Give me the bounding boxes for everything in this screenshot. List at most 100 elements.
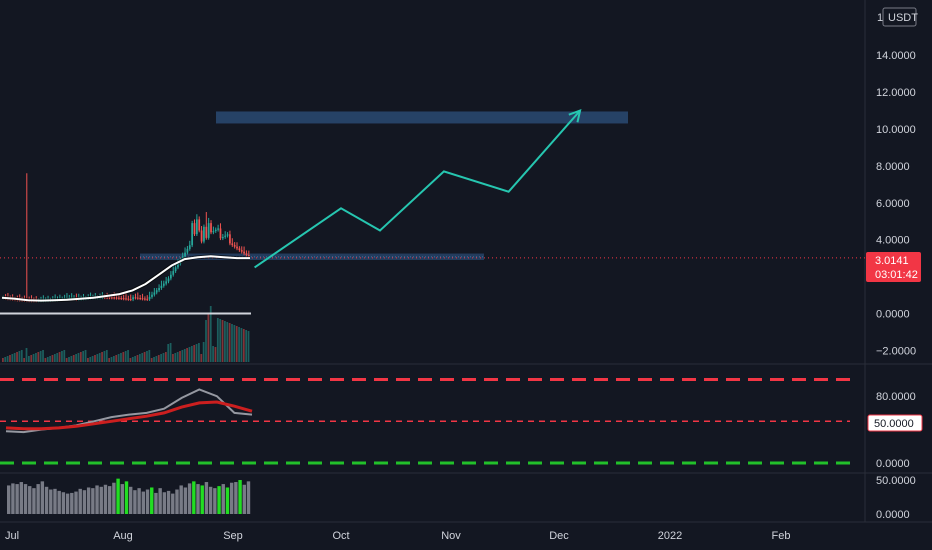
volume-bar [169, 343, 172, 362]
candle-body [236, 246, 238, 249]
price-tick-label: 10.0000 [876, 124, 916, 136]
volume-bar [53, 354, 56, 362]
histogram-bar [70, 492, 74, 514]
volume-bar [148, 350, 151, 362]
histogram-bar [107, 486, 112, 514]
histogram-bar [28, 486, 32, 514]
candle-body [113, 297, 116, 299]
currency-label[interactable]: 1 USDT [877, 7, 918, 27]
histogram-bar [36, 484, 40, 514]
histogram-bar [213, 488, 217, 514]
volume-bar [113, 356, 115, 362]
histogram-bar [82, 490, 87, 514]
volume-bar [245, 330, 248, 362]
volume-bar [235, 326, 238, 362]
candle-body [240, 250, 243, 252]
volume-bar [209, 306, 212, 362]
histogram-bar [171, 493, 175, 514]
volume-bar [124, 351, 127, 362]
currency-box [882, 7, 917, 27]
rsi-signal-line [5, 400, 253, 431]
volume-bar [172, 354, 174, 362]
candle-body [217, 228, 219, 230]
volume-bar [240, 328, 243, 362]
volume-bar [79, 352, 82, 362]
volume-bar [127, 350, 129, 362]
volume-bar [63, 350, 66, 362]
candle-body [169, 274, 172, 279]
volume-bar [181, 350, 184, 362]
volume-bar [193, 345, 196, 362]
target-zone [216, 111, 628, 124]
histogram-bar [242, 484, 246, 514]
volume-bar [120, 353, 122, 362]
candle-body [207, 223, 210, 238]
volume-bar [143, 352, 146, 362]
currency-prefix: 1 [877, 12, 883, 24]
volume-bar [155, 356, 158, 362]
histogram-bar [175, 489, 179, 514]
histogram-bar [234, 482, 238, 514]
volume-bar [84, 350, 87, 362]
volume-bar [224, 321, 226, 362]
candle-body [203, 226, 205, 242]
volume-bar [129, 358, 132, 362]
candle-body [148, 296, 151, 300]
volume-bar [183, 349, 186, 362]
volume-bar [96, 354, 99, 362]
candle-body [155, 290, 158, 293]
volume-bar [77, 353, 80, 362]
candle-body [219, 228, 222, 239]
histogram-bar [103, 484, 108, 514]
candle-body [162, 283, 165, 286]
rsi-level-tag: 50.0000 [867, 414, 923, 432]
time-tick-label: Dec [549, 530, 569, 542]
candle-body [158, 288, 160, 291]
hist-tick-label: 0.0000 [876, 509, 910, 521]
volume-bar [18, 351, 21, 362]
rsi-tick-label: 0.0000 [876, 458, 910, 470]
histogram-bar [57, 490, 61, 514]
candle-body [129, 298, 132, 300]
volume-bar [216, 318, 219, 362]
histogram-bar [179, 485, 183, 514]
volume-bar [23, 358, 26, 362]
candle-body [160, 285, 163, 289]
volume-bar [212, 346, 214, 362]
volume-bar [188, 347, 191, 362]
candle-body [118, 297, 120, 299]
volume-bar [16, 352, 18, 362]
candle-body [231, 243, 234, 246]
volume-bar [233, 325, 236, 362]
volume-bar [231, 324, 233, 362]
volume-bar [20, 350, 23, 362]
histogram-bar [65, 493, 70, 514]
histogram-bar [196, 484, 200, 514]
volume-bar [202, 342, 205, 362]
volume-bar [174, 353, 177, 362]
volume-bar [87, 358, 89, 362]
histogram-bar [221, 484, 225, 514]
volume-bar [35, 353, 37, 362]
volume-bar [110, 357, 113, 362]
volume-bar [146, 351, 148, 362]
rsi-level-value: 50.0000 [874, 418, 914, 430]
volume-bar [160, 354, 163, 362]
candle-body [233, 245, 236, 247]
histogram-bar [158, 488, 162, 514]
volume-bar [238, 327, 240, 362]
histogram-bar [225, 487, 230, 514]
volume-bar [247, 331, 250, 362]
volume-bar [27, 356, 30, 362]
histogram-bar [116, 478, 120, 514]
candle-body [108, 297, 111, 299]
histogram-bar [133, 490, 137, 514]
histogram-bar [7, 485, 11, 514]
volume-bar [190, 346, 193, 362]
histogram-bar [74, 491, 78, 514]
candle-body [110, 297, 113, 299]
price-tick-label: 6.0000 [876, 198, 910, 210]
histogram-bar [166, 490, 171, 514]
candle-body [224, 235, 227, 237]
